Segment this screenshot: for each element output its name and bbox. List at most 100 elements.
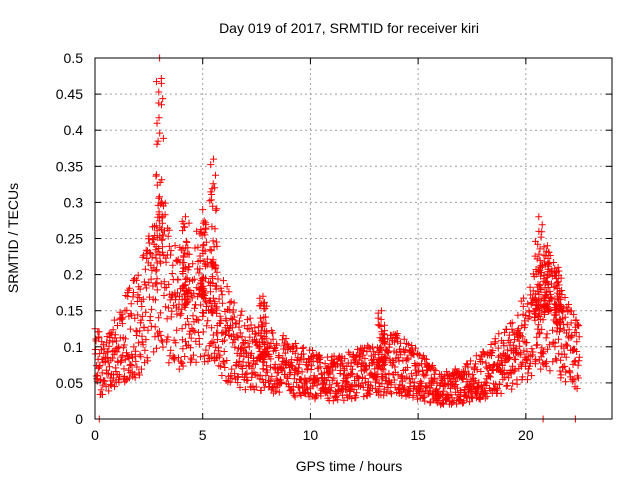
- data-point: [508, 319, 516, 327]
- data-point: [228, 324, 236, 332]
- data-point: [369, 343, 377, 351]
- data-point: [237, 345, 244, 353]
- data-point: [573, 338, 581, 346]
- data-point: [106, 363, 113, 371]
- data-point: [541, 301, 549, 309]
- data-point: [339, 382, 347, 390]
- data-point: [119, 314, 127, 322]
- data-point: [260, 298, 268, 306]
- data-point: [342, 372, 350, 380]
- data-point: [279, 354, 287, 362]
- data-point: [110, 374, 118, 382]
- data-point: [406, 387, 414, 395]
- data-point: [542, 293, 550, 301]
- data-point: [291, 349, 299, 357]
- data-point: [552, 282, 560, 290]
- data-point: [208, 308, 216, 316]
- data-point: [213, 268, 221, 276]
- data-point: [168, 307, 176, 315]
- data-point: [141, 346, 149, 354]
- data-point: [211, 282, 219, 290]
- data-point: [180, 220, 188, 228]
- data-point: [469, 371, 477, 379]
- y-tick-label: 0.35: [56, 158, 83, 174]
- data-point: [164, 333, 172, 341]
- data-point: [191, 244, 199, 252]
- data-point: [538, 325, 546, 333]
- data-point: [567, 319, 575, 327]
- data-point: [508, 325, 516, 333]
- data-point: [360, 393, 368, 401]
- y-axis-label: SRMTID / TECUs: [5, 183, 21, 293]
- data-point: [212, 238, 220, 246]
- data-point: [126, 325, 134, 333]
- data-point: [551, 265, 559, 273]
- data-point: [361, 355, 369, 363]
- data-point: [142, 284, 150, 292]
- data-point: [198, 291, 206, 299]
- data-point: [137, 316, 145, 324]
- data-point: [506, 338, 514, 346]
- data-point: [185, 219, 193, 227]
- data-point: [190, 289, 198, 297]
- data-point: [535, 321, 543, 329]
- data-point: [249, 382, 257, 390]
- data-point: [180, 287, 188, 295]
- data-point: [212, 171, 219, 179]
- data-point: [287, 368, 295, 376]
- data-point: [164, 232, 172, 240]
- data-point: [199, 312, 207, 320]
- data-point: [246, 333, 254, 341]
- y-tick-label: 0.15: [56, 303, 83, 319]
- data-point: [200, 352, 208, 360]
- data-point: [341, 367, 348, 375]
- data-point: [252, 383, 260, 391]
- data-point: [177, 310, 185, 318]
- data-point: [540, 297, 548, 305]
- plot-border: [94, 57, 613, 420]
- data-point: [556, 324, 564, 332]
- data-point: [114, 322, 121, 329]
- data-point: [153, 275, 161, 283]
- data-point: [275, 352, 283, 360]
- data-point: [257, 300, 265, 308]
- data-point: [178, 305, 186, 313]
- data-point: [258, 318, 266, 326]
- data-point: [313, 381, 321, 389]
- data-point: [160, 292, 168, 299]
- data-point: [120, 365, 128, 373]
- data-point: [404, 341, 412, 349]
- data-point: [251, 360, 259, 368]
- data-point: [181, 223, 189, 231]
- data-point: [397, 339, 404, 347]
- data-point: [208, 338, 216, 346]
- data-point: [225, 288, 233, 296]
- data-point: [190, 351, 197, 359]
- data-point: [256, 355, 264, 363]
- data-point: [104, 369, 112, 377]
- data-point: [295, 383, 303, 391]
- data-point: [218, 372, 226, 379]
- data-point: [138, 365, 145, 373]
- data-point: [562, 368, 570, 376]
- data-point: [524, 376, 531, 384]
- data-point: [544, 265, 552, 273]
- data-point: [197, 301, 205, 309]
- data-point: [146, 293, 153, 301]
- data-point: [323, 364, 331, 372]
- data-point: [431, 375, 439, 383]
- data-point: [495, 330, 503, 338]
- data-point: [513, 380, 521, 388]
- data-point: [195, 316, 203, 324]
- data-point: [217, 362, 225, 370]
- data-point: [556, 367, 564, 375]
- y-tick-label: 0: [75, 411, 83, 427]
- data-point: [227, 314, 235, 322]
- data-point: [244, 339, 252, 347]
- data-point: [355, 374, 363, 382]
- data-point: [113, 337, 120, 345]
- data-point: [140, 324, 148, 332]
- data-point: [526, 313, 534, 321]
- data-point: [422, 371, 430, 379]
- data-point: [268, 372, 276, 380]
